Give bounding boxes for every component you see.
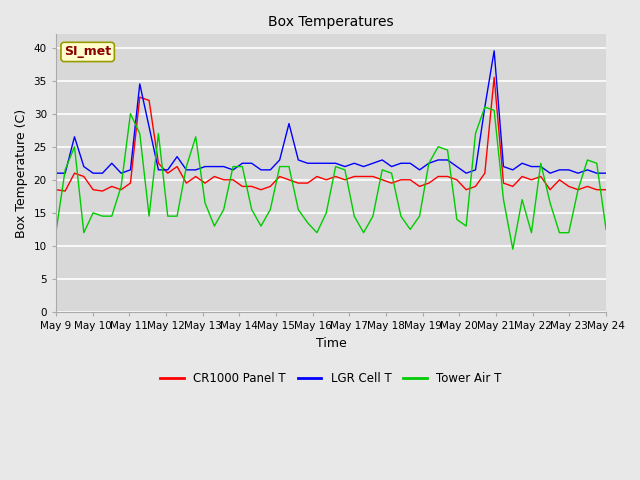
X-axis label: Time: Time [316, 336, 346, 349]
Y-axis label: Box Temperature (C): Box Temperature (C) [15, 108, 28, 238]
Title: Box Temperatures: Box Temperatures [268, 15, 394, 29]
Text: SI_met: SI_met [64, 46, 111, 59]
Legend: CR1000 Panel T, LGR Cell T, Tower Air T: CR1000 Panel T, LGR Cell T, Tower Air T [156, 367, 506, 389]
